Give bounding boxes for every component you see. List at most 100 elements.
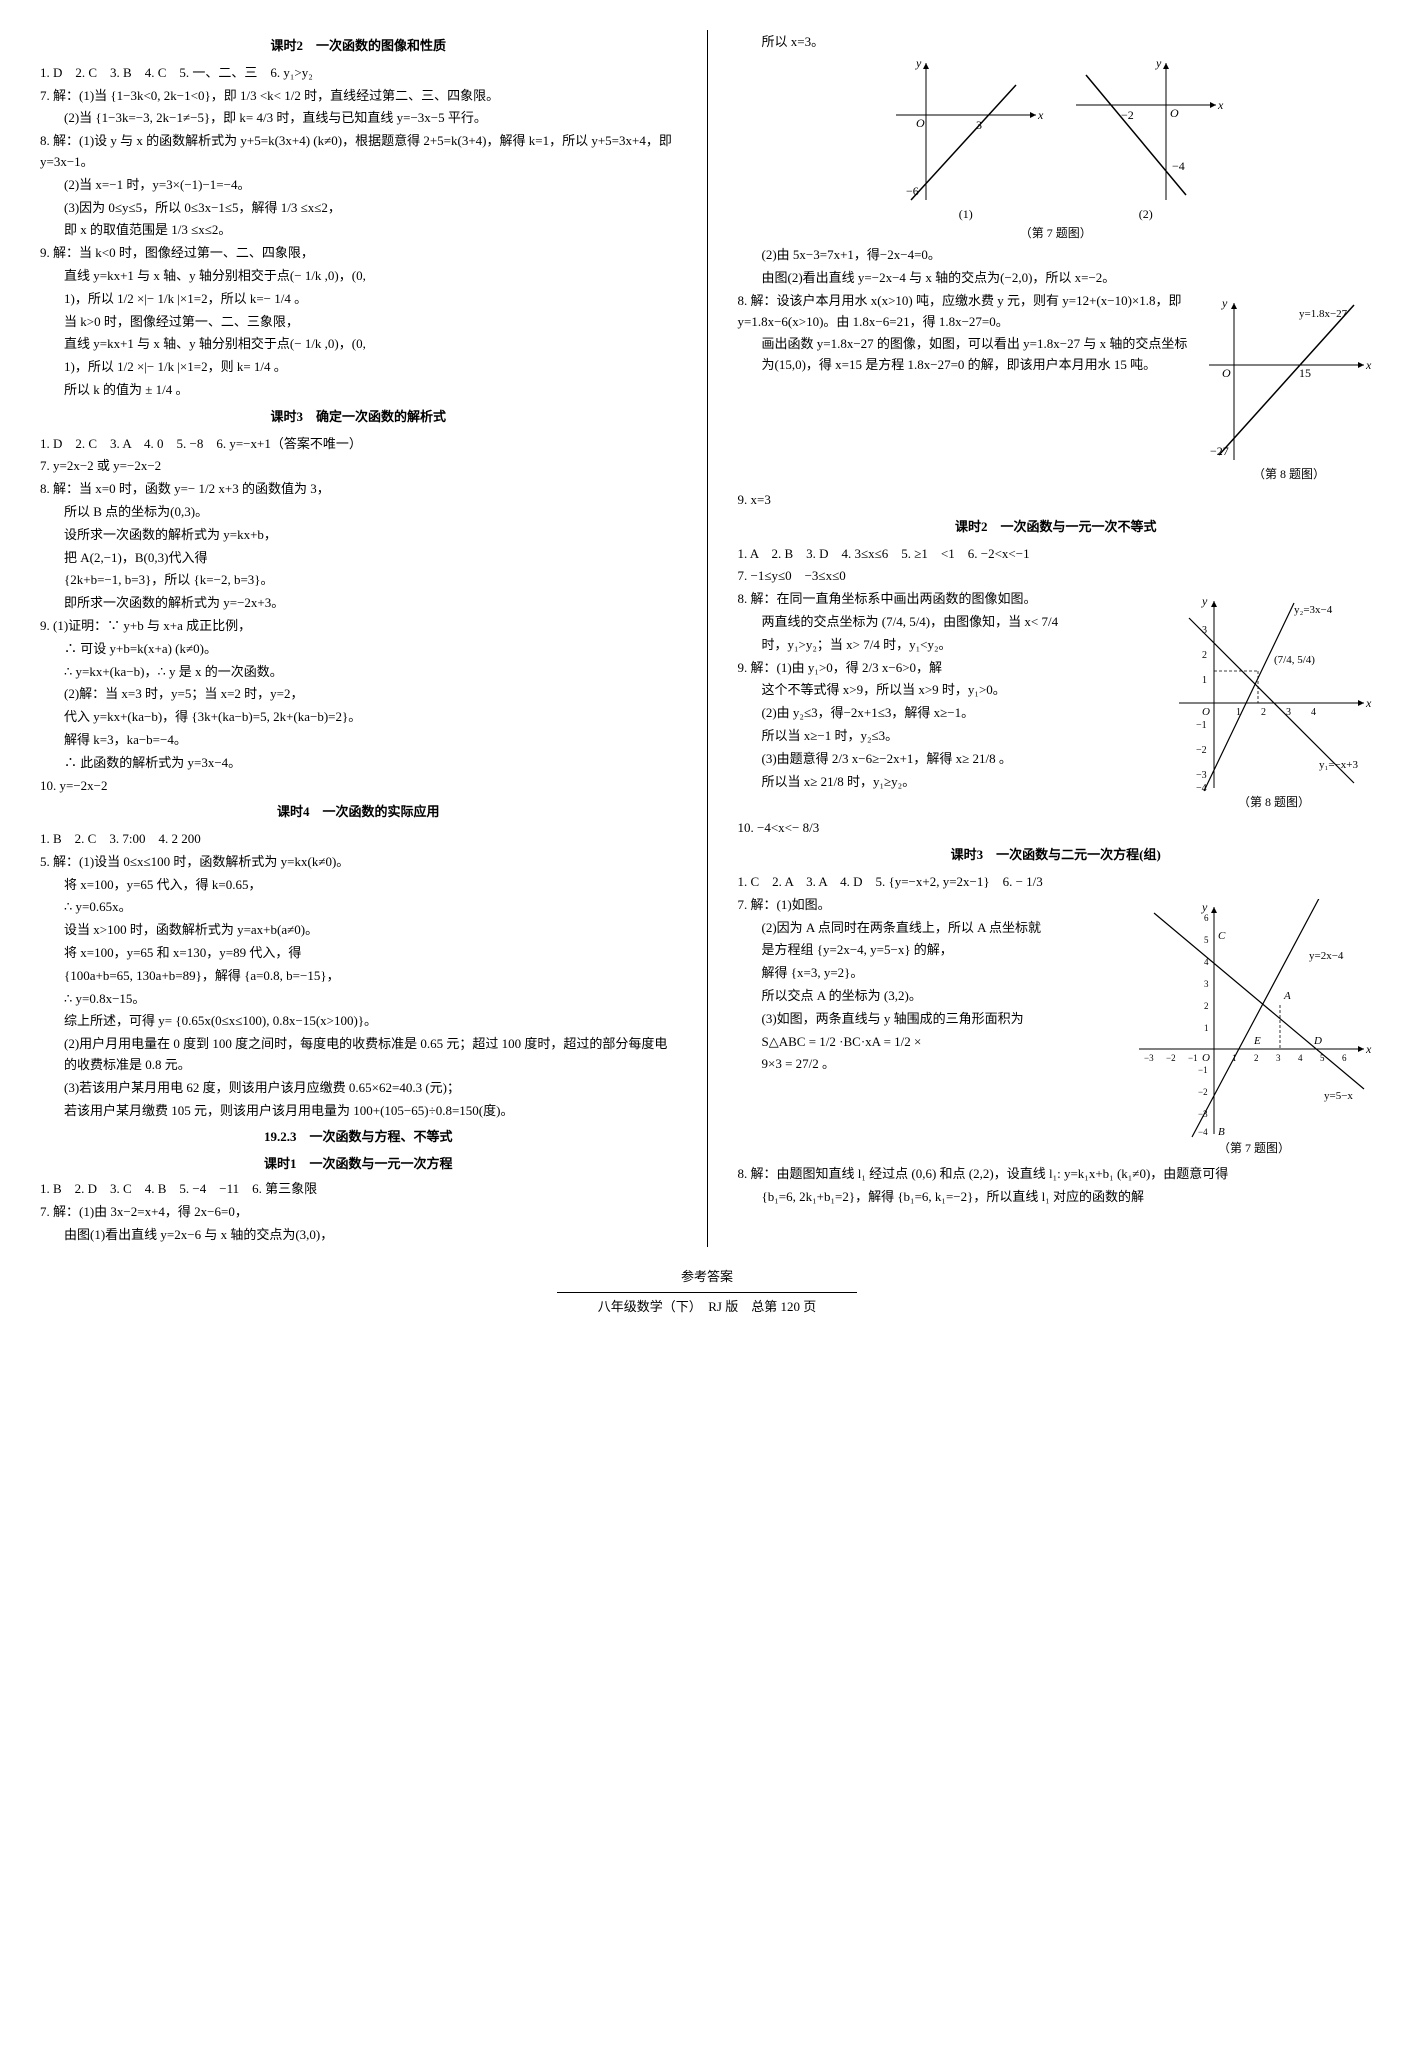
l27: 代入 y=kx+(ka−b)，得 {3k+(ka−b)=5, 2k+(ka−b)… <box>64 707 677 728</box>
l35: 设当 x>100 时，函数解析式为 y=ax+b(a≠0)。 <box>64 920 677 941</box>
l2: 7. 解：(1)当 {1−3k<0, 2k−1<0}，即 1/3 <k< 1/2… <box>40 86 677 107</box>
r-l19: 1. C 2. A 3. A 4. D 5. {y=−x+2, y=2x−1} … <box>738 872 1375 893</box>
svg-text:2: 2 <box>1202 650 1207 661</box>
l36: 将 x=100，y=65 和 x=130，y=89 代入，得 <box>64 943 677 964</box>
l15: 1. D 2. C 3. A 4. 0 5. −8 6. y=−x+1（答案不唯… <box>40 434 677 455</box>
svg-text:x: x <box>1217 98 1224 112</box>
svg-text:D: D <box>1313 1035 1322 1047</box>
left-title-3: 课时4 一次函数的实际应用 <box>40 802 677 823</box>
svg-text:−2: −2 <box>1198 1087 1208 1097</box>
svg-text:2: 2 <box>1204 1001 1209 1011</box>
l20: 把 A(2,−1)，B(0,3)代入得 <box>64 548 677 569</box>
svg-text:A: A <box>1283 990 1291 1002</box>
left-title-5: 课时1 一次函数与一元一次方程 <box>40 1154 677 1175</box>
svg-text:O: O <box>1202 706 1210 718</box>
svg-text:E: E <box>1253 1035 1261 1047</box>
right-column: 所以 x=3。 x y O 3 −6 (1) <box>738 30 1375 1247</box>
l4: 8. 解：(1)设 y 与 x 的函数解析式为 y+5=k(3x+4) (k≠0… <box>40 131 677 173</box>
fig7-1: x y O 3 −6 (1) <box>886 55 1046 224</box>
l40: (2)用户月用电量在 0 度到 100 度之间时，每度电的收费标准是 0.65 … <box>64 1034 677 1076</box>
l6: (3)因为 0≤y≤5，所以 0≤3x−1≤5，解得 1/3 ≤x≤2， <box>64 198 677 219</box>
l10: 1)，所以 1/2 ×|− 1/k |×1=2，所以 k=− 1/4 。 <box>64 289 677 310</box>
l31: 1. B 2. C 3. 7:00 4. 2 200 <box>40 829 677 850</box>
svg-text:y₂=3x−4: y₂=3x−4 <box>1294 604 1333 616</box>
l19: 设所求一次函数的解析式为 y=kx+b， <box>64 525 677 546</box>
svg-text:2: 2 <box>1261 707 1266 718</box>
l24: ∴ 可设 y+b=k(x+a) (k≠0)。 <box>64 639 677 660</box>
r-l28: 8. 解：由题图知直线 l₁ 经过点 (0,6) 和点 (2,2)，设直线 l₁… <box>738 1164 1375 1185</box>
right-title-1: 课时2 一次函数与一元一次不等式 <box>738 517 1375 538</box>
svg-text:−1: −1 <box>1196 720 1207 731</box>
l44: 7. 解：(1)由 3x−2=x+4，得 2x−6=0， <box>40 1202 677 1223</box>
fig7b-cap: （第 7 题图） <box>1134 1139 1374 1158</box>
fig8b-right: x y O 1 2 3 4 1 2 3 −1 −2 −3 −4 y₂=3x−4 <box>1174 593 1374 812</box>
fig7-row: x y O 3 −6 (1) x y O <box>738 55 1375 224</box>
fig8-label: y=1.8x−27 <box>1299 308 1348 320</box>
svg-text:x: x <box>1365 358 1372 372</box>
l18: 所以 B 点的坐标为(0,3)。 <box>64 502 677 523</box>
svg-text:−27: −27 <box>1210 444 1229 458</box>
l33: 将 x=100，y=65 代入，得 k=0.65， <box>64 875 677 896</box>
fig8b-cap: （第 8 题图） <box>1174 793 1374 812</box>
svg-text:−2: −2 <box>1166 1053 1176 1063</box>
l22: 即所求一次函数的解析式为 y=−2x+3。 <box>64 593 677 614</box>
l3: (2)当 {1−3k=−3, 2k−1≠−5}，即 k= 4/3 时，直线与已知… <box>64 108 677 129</box>
l16: 7. y=2x−2 或 y=−2x−2 <box>40 456 677 477</box>
l1: 1. D 2. C 3. B 4. C 5. 一、二、三 6. y₁>y₂ <box>40 63 677 84</box>
svg-text:O: O <box>1222 366 1231 380</box>
svg-text:3: 3 <box>1204 979 1209 989</box>
svg-text:(7/4, 5/4): (7/4, 5/4) <box>1274 654 1315 666</box>
fig7b-right: x y O −3 −2 −1 1 2 3 4 5 6 1 2 3 4 5 6 <box>1134 899 1374 1158</box>
right-title-2: 课时3 一次函数与二元一次方程(组) <box>738 845 1375 866</box>
svg-text:O: O <box>916 116 925 130</box>
l42: 若该用户某月缴费 105 元，则该用户该月用电量为 100+(105−65)÷0… <box>64 1101 677 1122</box>
svg-text:−2: −2 <box>1196 745 1207 756</box>
fig7-2: x y O −2 −4 (2) <box>1066 55 1226 224</box>
r-l18: 10. −4<x<− 8/3 <box>738 818 1375 839</box>
l34: ∴ y=0.65x。 <box>64 897 677 918</box>
svg-text:−4: −4 <box>1198 1127 1208 1137</box>
svg-text:x: x <box>1365 696 1372 710</box>
l43: 1. B 2. D 3. C 4. B 5. −4 −11 6. 第三象限 <box>40 1179 677 1200</box>
svg-text:−6: −6 <box>906 184 919 198</box>
svg-text:x: x <box>1037 108 1044 122</box>
r-l8: 7. −1≤y≤0 −3≤x≤0 <box>738 566 1375 587</box>
svg-text:5: 5 <box>1204 935 1209 945</box>
svg-text:6: 6 <box>1204 913 1209 923</box>
l8: 9. 解：当 k<0 时，图像经过第一、二、四象限， <box>40 243 677 264</box>
svg-text:−1: −1 <box>1188 1053 1198 1063</box>
footer: 参考答案 八年级数学（下） RJ 版 总第 120 页 <box>40 1267 1374 1318</box>
left-title-2: 课时3 确定一次函数的解析式 <box>40 407 677 428</box>
l23: 9. (1)证明：∵ y+b 与 x+a 成正比例， <box>40 616 677 637</box>
left-column: 课时2 一次函数的图像和性质 1. D 2. C 3. B 4. C 5. 一、… <box>40 30 677 1247</box>
fig8-right: x y O 15 −27 y=1.8x−27 （第 8 题图） <box>1204 295 1374 484</box>
l12: 直线 y=kx+1 与 x 轴、y 轴分别相交于点(− 1/k ,0)，(0, <box>64 334 677 355</box>
l41: (3)若该用户某月用电 62 度，则该用户该月应缴费 0.65×62=40.3 … <box>64 1078 677 1099</box>
page-columns: 课时2 一次函数的图像和性质 1. D 2. C 3. B 4. C 5. 一、… <box>40 30 1374 1247</box>
svg-text:2: 2 <box>1254 1053 1259 1063</box>
svg-text:y: y <box>1201 900 1208 914</box>
l11: 当 k>0 时，图像经过第一、二、三象限， <box>64 312 677 333</box>
svg-text:O: O <box>1170 106 1179 120</box>
footer-rule <box>557 1292 857 1293</box>
r-l6: 9. x=3 <box>738 490 1375 511</box>
svg-text:1: 1 <box>1202 675 1207 686</box>
svg-text:y=2x−4: y=2x−4 <box>1309 950 1344 962</box>
svg-text:15: 15 <box>1299 366 1311 380</box>
fig7-1-cap: (1) <box>886 205 1046 224</box>
svg-text:4: 4 <box>1311 707 1316 718</box>
footer-line1: 参考答案 <box>40 1267 1374 1288</box>
svg-text:3: 3 <box>1202 625 1207 636</box>
fig7-2-cap: (2) <box>1066 205 1226 224</box>
r-l29: {b₁=6, 2k₁+b₁=2}，解得 {b₁=6, k₁=−2}，所以直线 l… <box>762 1187 1375 1208</box>
l38: ∴ y=0.8x−15。 <box>64 989 677 1010</box>
svg-text:−2: −2 <box>1121 108 1134 122</box>
r-l3: 由图(2)看出直线 y=−2x−4 与 x 轴的交点为(−2,0)，所以 x=−… <box>762 268 1375 289</box>
svg-text:3: 3 <box>976 118 982 132</box>
column-divider <box>707 30 708 1247</box>
l26: (2)解：当 x=3 时，y=5；当 x=2 时，y=2， <box>64 684 677 705</box>
r-l2: (2)由 5x−3=7x+1，得−2x−4=0。 <box>762 245 1375 266</box>
svg-text:y=5−x: y=5−x <box>1324 1090 1353 1102</box>
l9: 直线 y=kx+1 与 x 轴、y 轴分别相交于点(− 1/k ,0)，(0, <box>64 266 677 287</box>
l5: (2)当 x=−1 时，y=3×(−1)−1=−4。 <box>64 175 677 196</box>
